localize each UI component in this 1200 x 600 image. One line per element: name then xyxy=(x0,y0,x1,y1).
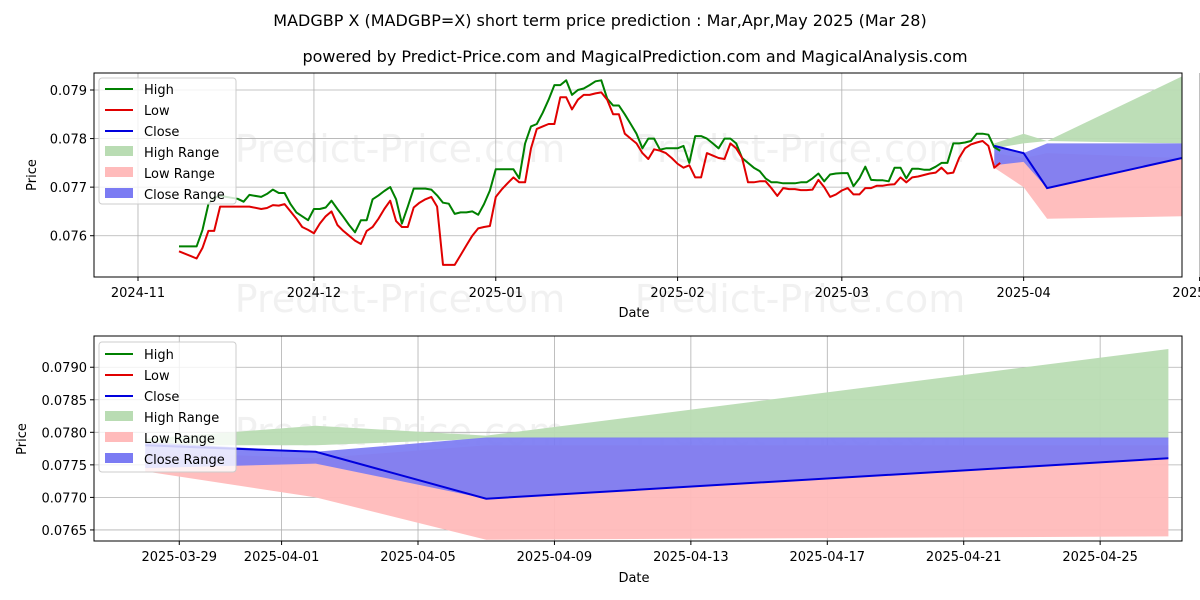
bottom-panel: Predict-Price.com Predict-Price.com 2025… xyxy=(15,335,1183,586)
bottom-legend-low-range-swatch xyxy=(105,432,133,442)
bottom-x-tick-label: 2025-04-25 xyxy=(1062,550,1138,565)
top-x-tick-label: 2025-01 xyxy=(469,286,523,301)
top-high-range-band xyxy=(994,76,1182,149)
top-panel: Predict-Price.com Predict-Price.com Pred… xyxy=(25,72,1200,321)
bottom-x-tick-label: 2025-04-09 xyxy=(517,550,593,565)
bottom-x-tick-label: 2025-04-05 xyxy=(380,550,456,565)
top-y-axis-label: Price xyxy=(25,159,40,191)
top-legend-close-range-swatch xyxy=(105,188,133,198)
bottom-legend-close-range-label: Close Range xyxy=(144,453,225,468)
top-legend-high-label: High xyxy=(144,83,174,98)
top-y-tick-label: 0.079 xyxy=(50,84,87,99)
chart-subtitle: powered by Predict-Price.com and Magical… xyxy=(302,47,967,66)
top-low-series-line xyxy=(178,91,1001,266)
top-x-tick-label: 2025-03 xyxy=(815,286,869,301)
top-legend: High Low Close High Range Low Range Clos… xyxy=(98,77,237,205)
top-legend-high-range-swatch xyxy=(105,146,133,156)
bottom-legend-close-range-swatch xyxy=(105,453,133,463)
top-close-range-band xyxy=(994,143,1182,189)
bottom-close-range-band xyxy=(145,437,1169,499)
top-legend-close-label: Close xyxy=(144,125,179,140)
bottom-legend: High Low Close High Range Low Range Clos… xyxy=(98,341,237,473)
bottom-y-tick-label: 0.0765 xyxy=(42,524,88,539)
bottom-x-tick-label: 2025-04-21 xyxy=(926,550,1002,565)
bottom-legend-low-label: Low xyxy=(144,369,170,384)
top-high-series-line xyxy=(179,79,1001,248)
top-y-tick-label: 0.077 xyxy=(50,181,87,196)
bottom-legend-low-range-label: Low Range xyxy=(144,432,215,447)
top-x-tick-label: 2024-12 xyxy=(287,286,341,301)
top-watermark-4: Predict-Price.com xyxy=(635,277,966,321)
bottom-x-tick-label: 2025-04-17 xyxy=(790,550,866,565)
bottom-y-tick-label: 0.0775 xyxy=(42,459,88,474)
bottom-x-tick-label: 2025-03-29 xyxy=(141,550,217,565)
top-legend-box xyxy=(98,77,237,205)
top-legend-low-range-label: Low Range xyxy=(144,167,215,182)
bottom-y-tick-label: 0.0780 xyxy=(42,426,88,441)
top-legend-high-range-label: High Range xyxy=(144,146,219,161)
bottom-legend-high-range-label: High Range xyxy=(144,411,219,426)
top-x-tick-label: 2024-11 xyxy=(111,286,165,301)
top-y-tick-label: 0.076 xyxy=(50,230,87,245)
top-legend-close-range-label: Close Range xyxy=(144,188,225,203)
top-x-tick-label: 2025-04 xyxy=(996,286,1050,301)
top-watermark-1: Predict-Price.com xyxy=(235,127,566,171)
bottom-legend-close-label: Close xyxy=(144,390,179,405)
top-x-tick-label: 2025-05 xyxy=(1172,286,1200,301)
bottom-x-axis-label: Date xyxy=(618,571,649,586)
bottom-legend-high-label: High xyxy=(144,348,174,363)
top-close-forecast-line xyxy=(994,144,1183,190)
chart-title: MADGBP X (MADGBP=X) short term price pre… xyxy=(273,11,926,30)
top-plot-frame xyxy=(93,72,1183,278)
top-watermark-3: Predict-Price.com xyxy=(235,277,566,321)
top-legend-low-range-swatch xyxy=(105,167,133,177)
top-x-axis-label: Date xyxy=(618,306,649,321)
bottom-x-tick-label: 2025-04-13 xyxy=(653,550,729,565)
top-y-tick-label: 0.078 xyxy=(50,133,87,148)
bottom-x-tick-label: 2025-04-01 xyxy=(244,550,320,565)
top-legend-low-label: Low xyxy=(144,104,170,119)
bottom-legend-high-range-swatch xyxy=(105,411,133,421)
bottom-plot-frame xyxy=(93,335,1183,542)
top-plot-area: 2024-11 2024-12 2025-01 2025-02 2025-03 2025-… xyxy=(50,73,1200,301)
bottom-y-tick-label: 0.0790 xyxy=(42,361,88,376)
bottom-y-tick-label: 0.0770 xyxy=(42,491,88,506)
top-x-tick-label: 2025-02 xyxy=(650,286,704,301)
bottom-y-tick-label: 0.0785 xyxy=(42,394,88,409)
bottom-legend-box xyxy=(98,341,237,473)
bottom-y-axis-label: Price xyxy=(15,423,30,455)
bottom-high-range-band xyxy=(145,349,1169,446)
